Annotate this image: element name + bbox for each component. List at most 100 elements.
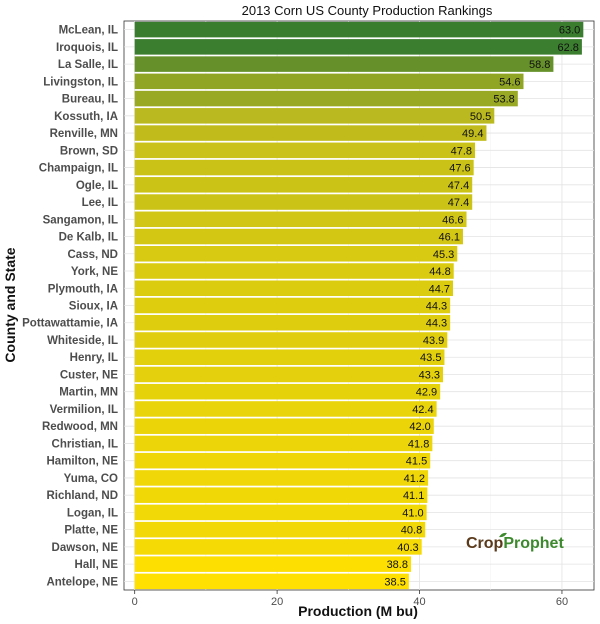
bar: [134, 177, 473, 193]
value-label: 47.8: [451, 145, 472, 157]
bar: [134, 332, 448, 348]
value-label: 42.0: [409, 421, 430, 433]
bar: [134, 556, 411, 572]
x-axis-ticks: 0 20 40 60: [132, 590, 568, 608]
bar: [134, 383, 441, 400]
bar: [134, 39, 582, 55]
bar: [134, 470, 429, 486]
value-label: 50.5: [470, 111, 491, 123]
bar: [134, 366, 444, 383]
category-label: Iroquois, IL: [56, 42, 118, 54]
x-tick-label: 60: [556, 596, 568, 608]
value-label: 47.4: [448, 197, 469, 209]
category-label: Henry, IL: [70, 352, 118, 364]
category-label: McLean, IL: [59, 25, 118, 37]
value-label: 40.3: [397, 542, 418, 554]
category-label: Cass, ND: [68, 249, 119, 261]
category-label: Plymouth, IA: [48, 283, 118, 295]
value-label: 53.8: [493, 94, 514, 106]
bar: [134, 521, 426, 538]
category-label: Yuma, CO: [64, 473, 118, 485]
value-label: 43.9: [423, 335, 444, 347]
bar: [134, 73, 524, 90]
value-label: 43.3: [419, 369, 440, 381]
bar: [134, 504, 427, 521]
value-label: 41.8: [408, 438, 429, 450]
value-label: 41.0: [402, 507, 423, 519]
logo-text-prophet: Prophet: [503, 535, 564, 552]
value-label: 42.4: [412, 404, 433, 416]
category-label: Brown, SD: [60, 145, 118, 157]
bar: [134, 418, 434, 434]
category-label: Bureau, IL: [62, 94, 118, 106]
bar: [134, 452, 431, 469]
category-label: Platte, NE: [64, 525, 118, 537]
value-label: 54.6: [499, 76, 520, 88]
bar: [134, 142, 476, 159]
bar: [134, 435, 433, 452]
category-label: Pottawattamie, IA: [22, 318, 118, 330]
category-label: Kossuth, IA: [54, 111, 118, 123]
bars-group: [134, 21, 584, 590]
category-label: Richland, ND: [46, 490, 118, 502]
category-label: Antelope, NE: [46, 576, 118, 588]
category-label: De Kalb, IL: [59, 232, 118, 244]
cropprophet-logo: CropProphet: [466, 532, 564, 552]
value-label: 38.8: [387, 559, 408, 571]
value-label: 44.3: [426, 318, 447, 330]
value-label: 49.4: [462, 128, 483, 140]
category-label: Redwood, MN: [42, 421, 118, 433]
bar: [134, 487, 428, 503]
category-label: Dawson, NE: [52, 542, 119, 554]
value-label: 41.5: [406, 456, 427, 468]
bar: [134, 539, 422, 555]
value-label: 43.5: [420, 352, 441, 364]
value-label: 47.4: [448, 180, 469, 192]
bar: [134, 228, 463, 245]
category-label: Whiteside, IL: [47, 335, 118, 347]
bar: [134, 211, 467, 228]
bar: [134, 314, 451, 331]
value-label: 44.8: [429, 266, 450, 278]
x-axis-title: Production (M bu): [298, 603, 418, 619]
bar: [134, 280, 453, 297]
category-label: Hamilton, NE: [46, 456, 118, 468]
x-tick-label: 40: [413, 596, 425, 608]
value-label: 63.0: [559, 25, 580, 37]
value-label: 46.6: [442, 214, 463, 226]
value-label: 46.1: [439, 232, 460, 244]
bar: [134, 401, 437, 417]
category-label: Lee, IL: [82, 197, 118, 209]
bar: [134, 56, 554, 72]
bar: [134, 90, 518, 107]
bar: [134, 263, 454, 279]
value-label: 47.6: [449, 163, 470, 175]
category-label: Hall, NE: [75, 559, 119, 571]
value-label: 40.8: [401, 525, 422, 537]
bar: [134, 297, 451, 314]
value-label: 44.7: [429, 283, 450, 295]
x-tick-label: 20: [271, 596, 283, 608]
x-tick-label: 0: [132, 596, 138, 608]
chart-title: 2013 Corn US County Production Rankings: [242, 3, 493, 18]
logo-text-crop: Crop: [466, 535, 504, 552]
bar: [134, 21, 584, 38]
bar: [134, 349, 445, 365]
category-label: Vermilion, IL: [50, 404, 118, 416]
value-label: 45.3: [433, 249, 454, 261]
category-label: Sioux, IA: [69, 301, 118, 313]
leaf-icon: [499, 532, 507, 538]
value-label: 44.3: [426, 301, 447, 313]
category-label: Custer, NE: [60, 369, 118, 381]
bar: [134, 194, 473, 210]
category-label: Martin, MN: [59, 387, 118, 399]
bar: [134, 246, 458, 262]
value-label: 38.5: [384, 576, 405, 588]
category-label: Champaign, IL: [39, 163, 118, 175]
category-label: York, NE: [71, 266, 118, 278]
category-label: Ogle, IL: [76, 180, 118, 192]
y-axis-title: County and State: [2, 247, 18, 362]
bar: [134, 108, 495, 124]
value-label: 41.2: [404, 473, 425, 485]
